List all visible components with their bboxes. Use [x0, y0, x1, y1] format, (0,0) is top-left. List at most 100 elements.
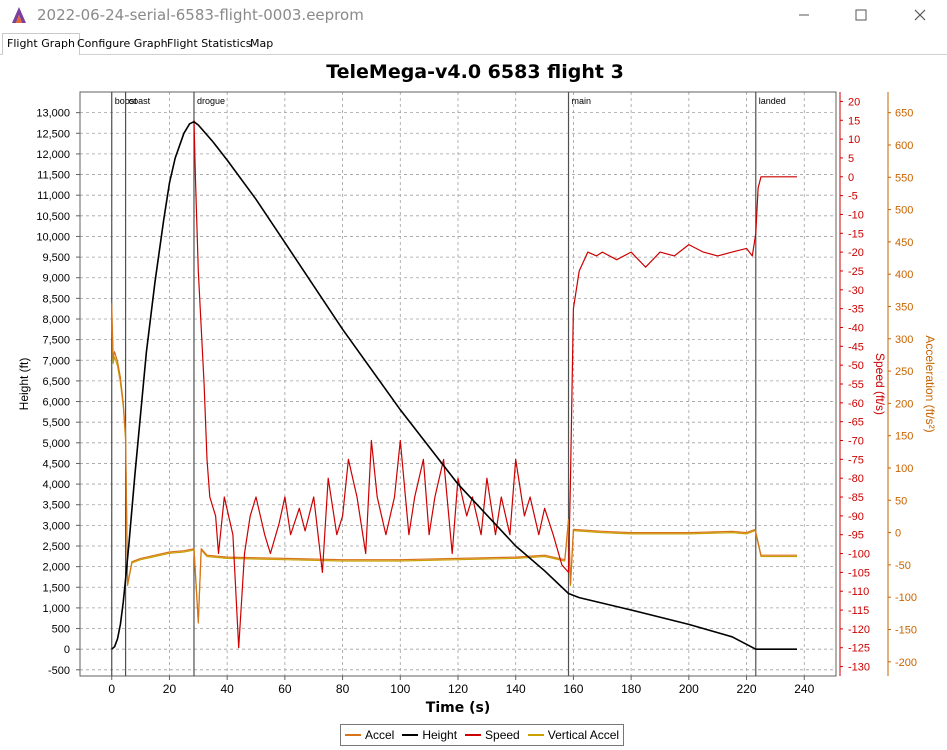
height-tick-label: 9,500 — [42, 252, 70, 264]
legend-label: Height — [422, 728, 457, 742]
height-tick-label: 12,500 — [36, 128, 70, 140]
event-label-coast: coast — [129, 96, 151, 106]
speed-tick-label: -110 — [848, 586, 869, 598]
legend-swatch — [402, 734, 418, 736]
height-tick-label: 2,000 — [42, 562, 70, 574]
x-tick-label: 20 — [163, 682, 177, 696]
acceleration-tick-label: -200 — [895, 657, 917, 669]
height-tick-label: 4,000 — [42, 479, 70, 491]
height-tick-label: 9,000 — [42, 273, 70, 285]
speed-tick-label: -15 — [848, 228, 864, 240]
x-tick-label: 60 — [278, 682, 292, 696]
acceleration-tick-label: 550 — [895, 172, 913, 184]
window-title: 2022-06-24-serial-6583-flight-0003.eepro… — [37, 6, 364, 24]
series-vertical-accel — [112, 313, 797, 622]
window-titlebar: 2022-06-24-serial-6583-flight-0003.eepro… — [0, 0, 947, 30]
x-tick-label: 40 — [220, 682, 234, 696]
flight-chart: TeleMega-v4.0 6583 flight 3 boostcoastdr… — [0, 55, 947, 723]
maximize-button[interactable] — [838, 0, 884, 30]
height-tick-label: 10,500 — [36, 211, 70, 223]
acceleration-tick-label: 600 — [895, 140, 913, 152]
speed-tick-label: -95 — [848, 530, 864, 542]
acceleration-tick-label: 50 — [895, 495, 907, 507]
height-tick-label: 13,000 — [36, 108, 70, 120]
speed-tick-label: -125 — [848, 643, 870, 655]
acceleration-tick-label: -100 — [895, 592, 917, 604]
speed-tick-label: -70 — [848, 436, 864, 448]
acceleration-tick-label: 150 — [895, 431, 913, 443]
acceleration-tick-label: -150 — [895, 624, 917, 636]
x-tick-label: 120 — [448, 682, 468, 696]
height-tick-label: 6,500 — [42, 376, 70, 388]
event-markers: boostcoastdroguemainlanded — [112, 92, 786, 676]
height-tick-label: 8,000 — [42, 314, 70, 326]
height-tick-label: 11,000 — [37, 190, 70, 202]
speed-tick-label: -80 — [848, 473, 864, 485]
speed-tick-label: -120 — [848, 624, 870, 636]
speed-tick-label: -5 — [848, 191, 858, 203]
legend-label: Accel — [365, 728, 394, 742]
x-axis-label: Time (s) — [426, 700, 490, 716]
height-tick-label: 1,500 — [42, 582, 70, 594]
acceleration-tick-label: 500 — [895, 205, 913, 217]
x-tick-label: 80 — [336, 682, 350, 696]
acceleration-tick-label: 650 — [895, 108, 913, 120]
tab-flight-statistics[interactable]: Flight Statistics — [163, 34, 256, 54]
speed-tick-label: 5 — [848, 153, 854, 165]
close-icon — [914, 9, 926, 21]
series-speed — [194, 120, 797, 647]
height-tick-label: -500 — [48, 665, 70, 677]
acceleration-tick-label: 350 — [895, 301, 913, 313]
speed-tick-label: -100 — [848, 549, 870, 561]
height-tick-label: 3,000 — [42, 520, 70, 532]
speed-tick-label: 10 — [848, 134, 860, 146]
speed-tick-label: -30 — [848, 285, 864, 297]
legend-label: Vertical Accel — [548, 728, 619, 742]
height-tick-label: 3,500 — [42, 500, 70, 512]
speed-tick-label: -60 — [848, 398, 864, 410]
height-tick-label: 4,500 — [42, 458, 70, 470]
height-tick-label: 11,500 — [37, 170, 70, 182]
speed-tick-label: -75 — [848, 454, 864, 466]
speed-tick-label: -10 — [848, 209, 864, 221]
acceleration-tick-label: 250 — [895, 366, 913, 378]
height-tick-label: 7,500 — [42, 335, 70, 347]
height-tick-label: 2,500 — [42, 541, 70, 553]
tab-map[interactable]: Map — [246, 34, 277, 54]
legend-swatch — [528, 734, 544, 736]
height-tick-label: 1,000 — [42, 603, 70, 615]
tab-bar: Flight Graph Configure Graph Flight Stat… — [0, 34, 947, 55]
legend-swatch — [465, 734, 481, 736]
acceleration-tick-label: 200 — [895, 398, 913, 410]
x-tick-label: 200 — [679, 682, 699, 696]
maximize-icon — [855, 9, 867, 21]
x-tick-label: 160 — [563, 682, 583, 696]
speed-axis-label: Speed (ft/s) — [873, 353, 887, 415]
height-tick-label: 6,000 — [42, 397, 70, 409]
legend-label: Speed — [485, 728, 520, 742]
legend-item-height: Height — [402, 728, 457, 742]
height-tick-label: 500 — [52, 624, 70, 636]
minimize-button[interactable] — [781, 0, 827, 30]
tab-configure-graph[interactable]: Configure Graph — [73, 34, 172, 54]
tab-flight-graph[interactable]: Flight Graph — [2, 33, 80, 55]
speed-tick-label: -85 — [848, 492, 864, 504]
x-tick-label: 100 — [390, 682, 410, 696]
acceleration-tick-label: -50 — [895, 560, 911, 572]
speed-tick-label: -40 — [848, 322, 864, 334]
close-button[interactable] — [897, 0, 943, 30]
altos-logo-icon — [10, 6, 28, 24]
speed-tick-label: -25 — [848, 266, 864, 278]
event-label-landed: landed — [759, 96, 786, 106]
acceleration-axis-label: Acceleration (ft/s²) — [923, 335, 937, 432]
event-label-main: main — [572, 96, 592, 106]
event-label-drogue: drogue — [197, 96, 225, 106]
speed-tick-label: -35 — [848, 304, 864, 316]
speed-tick-label: -45 — [848, 341, 864, 353]
height-tick-label: 7,000 — [42, 355, 70, 367]
x-tick-label: 220 — [737, 682, 757, 696]
acceleration-tick-label: 100 — [895, 463, 913, 475]
height-tick-label: 12,000 — [36, 149, 70, 161]
acceleration-tick-label: 0 — [895, 528, 901, 540]
axes: 0 20 40 60 80 100 120 140 160 180 200 220 240-500050… — [36, 92, 917, 696]
